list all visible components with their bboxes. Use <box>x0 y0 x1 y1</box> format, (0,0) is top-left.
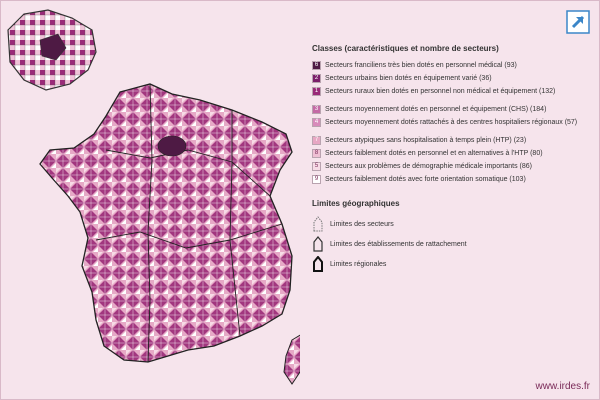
legend-swatch: 2 <box>312 73 321 83</box>
legend-label: Secteurs ruraux bien dotés en personnel … <box>325 87 556 95</box>
france-mainland <box>39 83 293 363</box>
legend-label: Secteurs urbains bien dotés en équipemen… <box>325 74 492 82</box>
legend-item: 6 Secteurs franciliens très bien dotés en… <box>312 59 592 71</box>
legend-group: 6 Secteurs franciliens très bien dotés en… <box>312 59 592 97</box>
geo-label: Limites régionales <box>330 260 387 268</box>
establishment-limit-icon <box>313 236 323 252</box>
legend-swatch: 4 <box>312 117 321 127</box>
corsica <box>283 334 300 385</box>
legend-group: 7 Secteurs atypiques sans hospitalisation… <box>312 134 592 185</box>
legend-item: 8 Secteurs faiblement dotés en personnel … <box>312 147 592 159</box>
legend-item: 9 Secteurs faiblement dotés avec forte or… <box>312 173 592 185</box>
geographic-limits: Limites géographiques Limites des secteu… <box>312 199 592 274</box>
legend-item: 2 Secteurs urbains bien dotés en équipeme… <box>312 72 592 84</box>
geo-item-secteurs: Limites des secteurs <box>312 214 592 234</box>
legend-label: Secteurs franciliens très bien dotés en … <box>325 61 517 69</box>
geo-item-regionales: Limites régionales <box>312 254 592 274</box>
regional-limit-icon <box>313 256 323 272</box>
expand-arrow-icon[interactable] <box>566 10 590 34</box>
legend-swatch: 3 <box>312 104 321 114</box>
legend-item: 1 Secteurs ruraux bien dotés en personnel… <box>312 85 592 97</box>
legend-swatch: 7 <box>312 135 321 145</box>
geo-title: Limites géographiques <box>312 199 400 208</box>
legend-swatch: 6 <box>312 60 321 70</box>
legend-swatch: 8 <box>312 148 321 158</box>
geo-label: Limites des établissements de rattacheme… <box>330 240 467 248</box>
legend-label: Secteurs faiblement dotés avec forte ori… <box>325 175 526 183</box>
ile-de-france-inset <box>7 9 97 91</box>
sector-limit-icon <box>313 216 323 232</box>
legend-item: 5 Secteurs aux problèmes de démographie m… <box>312 160 592 172</box>
geo-label: Limites des secteurs <box>330 220 394 228</box>
legend-label: Secteurs faiblement dotés en personnel e… <box>325 149 543 157</box>
legend-label: Secteurs moyennement dotés en personnel … <box>325 105 547 113</box>
site-link[interactable]: www.irdes.fr <box>535 381 590 392</box>
legend-group: 3 Secteurs moyennement dotés en personnel… <box>312 103 592 128</box>
legend-label: Secteurs moyennement dotés rattachés à d… <box>325 118 578 126</box>
france-map <box>7 9 300 385</box>
legend-swatch: 1 <box>312 86 321 96</box>
legend: Classes (caractéristiques et nombre de s… <box>312 44 592 274</box>
legend-label: Secteurs atypiques sans hospitalisation … <box>325 136 527 144</box>
legend-item: 3 Secteurs moyennement dotés en personnel… <box>312 103 592 115</box>
legend-label: Secteurs aux problèmes de démographie mé… <box>325 162 532 170</box>
legend-swatch: 9 <box>312 174 321 184</box>
legend-item: 4 Secteurs moyennement dotés rattachés à … <box>312 116 592 128</box>
legend-item: 7 Secteurs atypiques sans hospitalisation… <box>312 134 592 146</box>
legend-classes: 6 Secteurs franciliens très bien dotés en… <box>312 59 592 185</box>
geo-item-etablissements: Limites des établissements de rattacheme… <box>312 234 592 254</box>
legend-title: Classes (caractéristiques et nombre de s… <box>312 44 499 53</box>
legend-swatch: 5 <box>312 161 321 171</box>
